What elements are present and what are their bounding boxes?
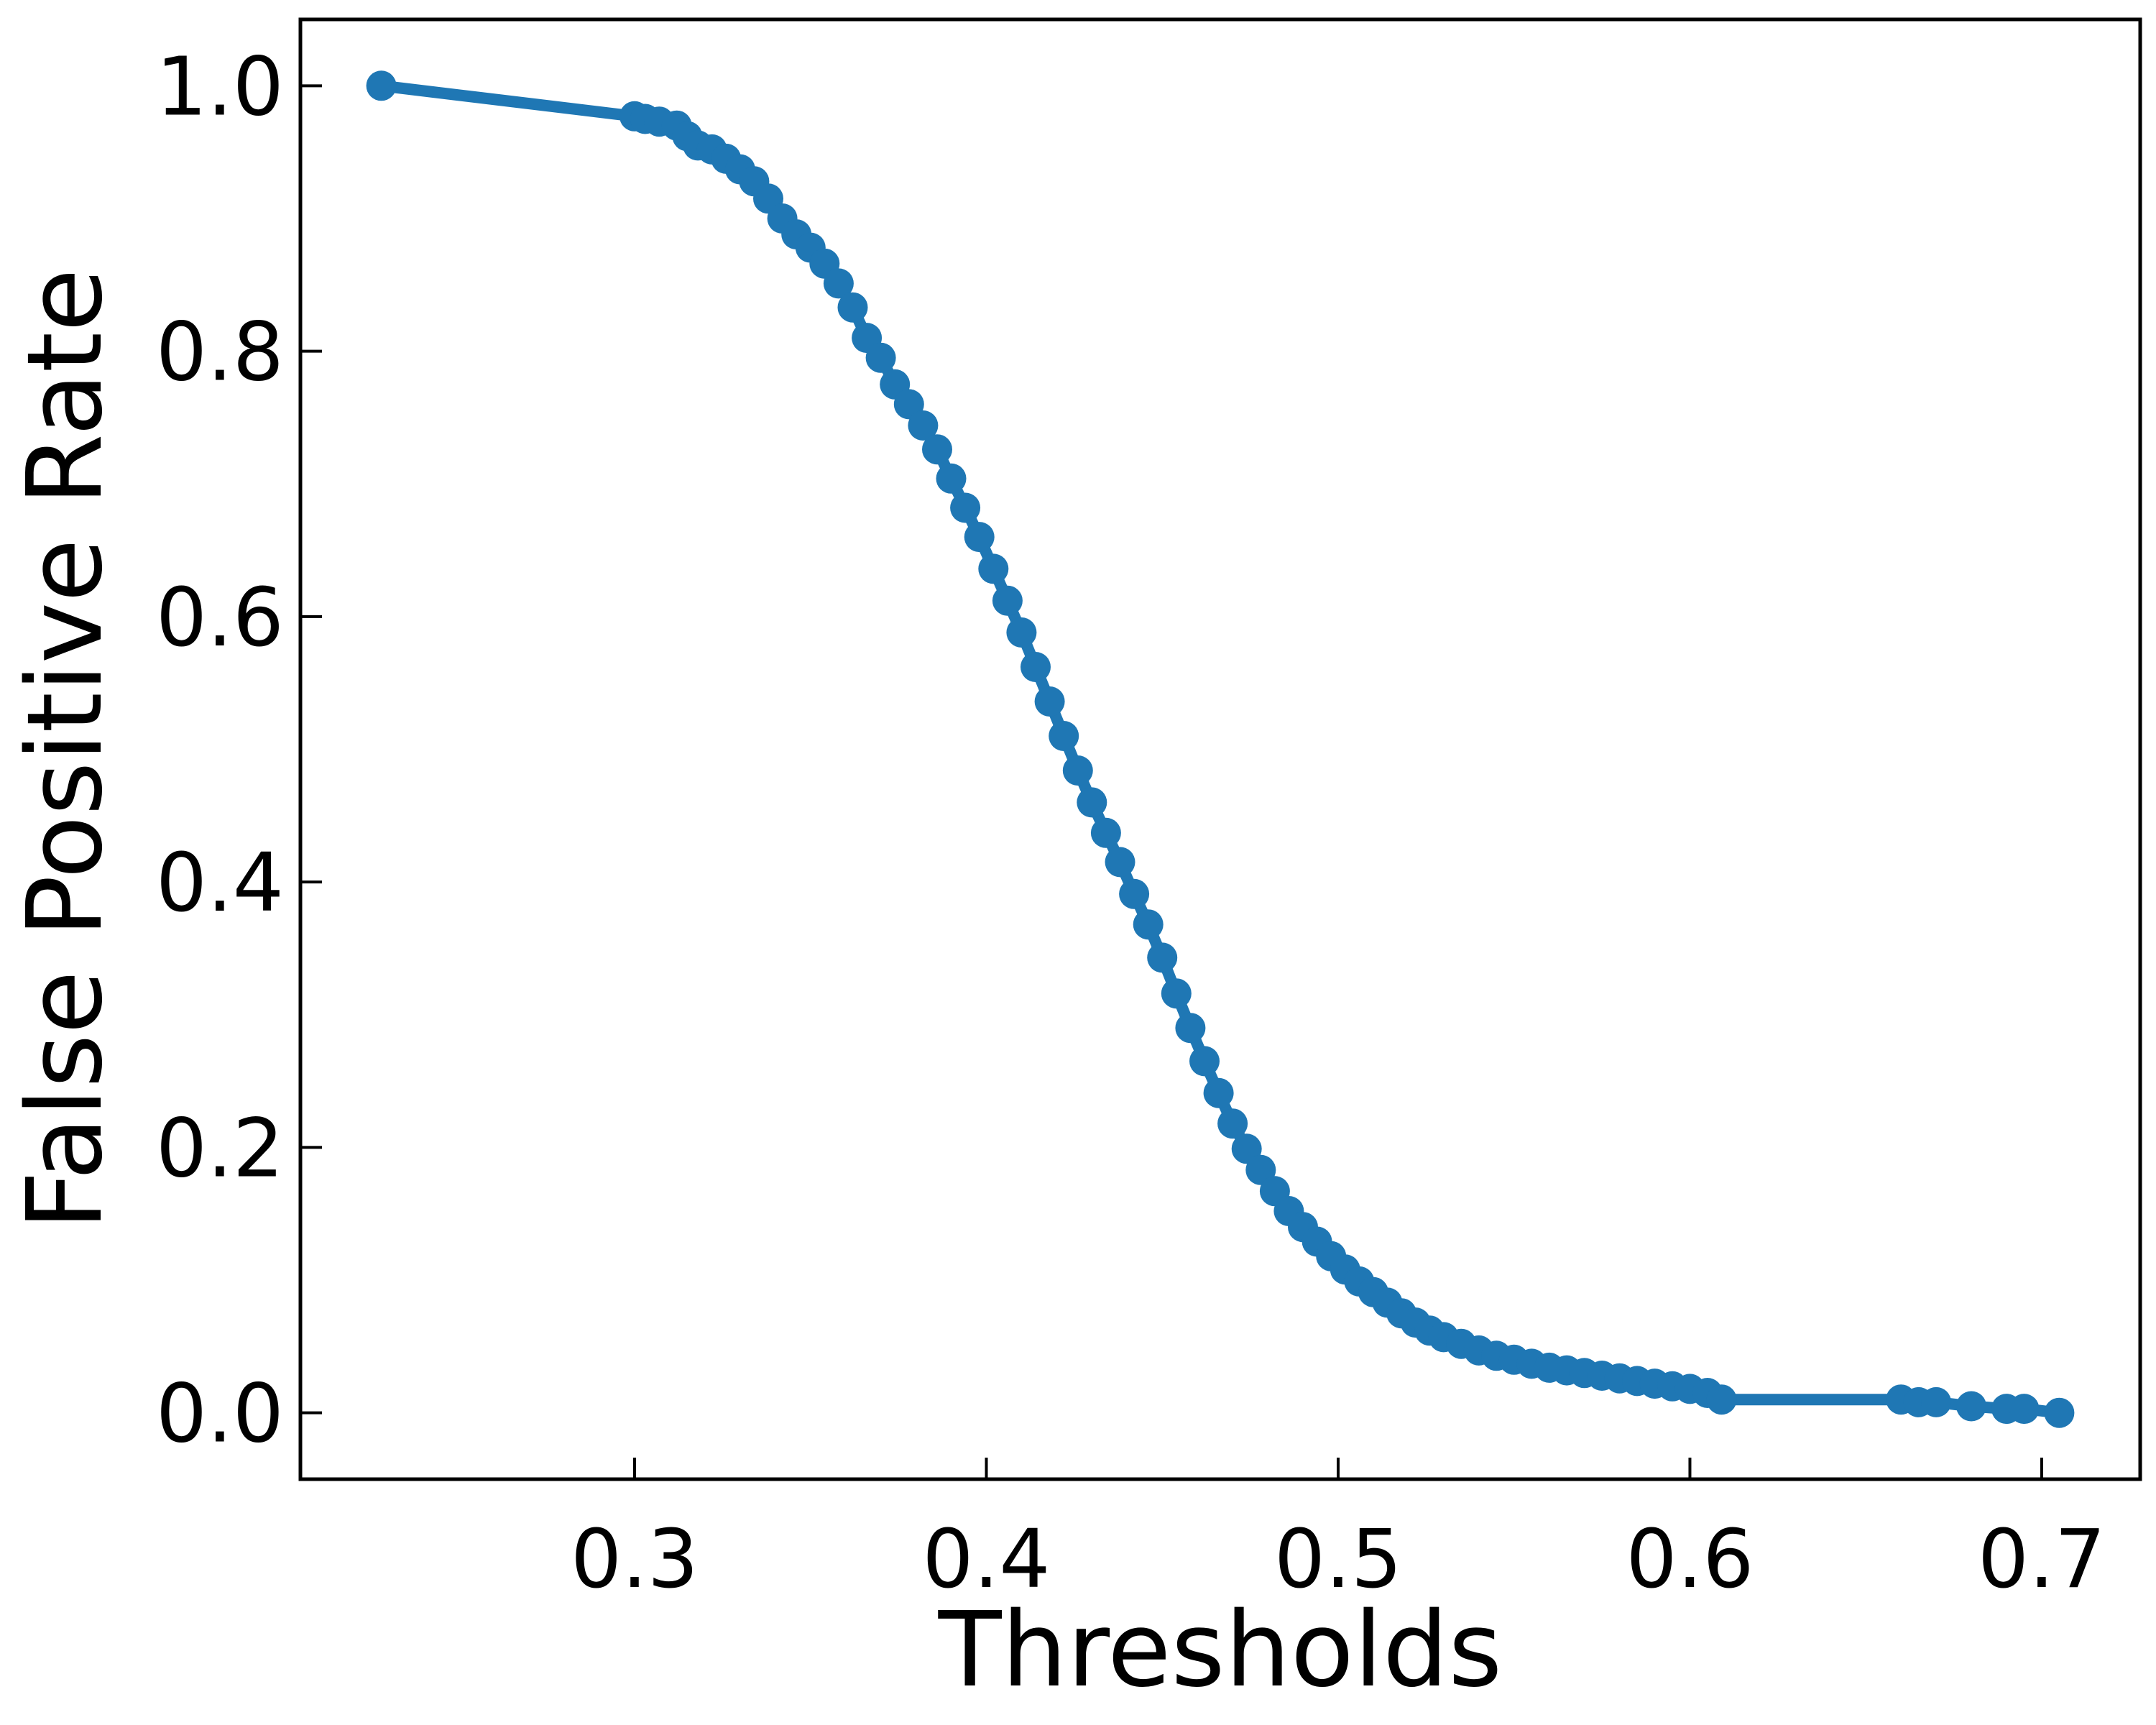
data-point (1706, 1384, 1737, 1415)
series-layer (366, 70, 2075, 1428)
data-point (1034, 686, 1065, 717)
data-point (1119, 878, 1150, 909)
data-point (922, 434, 952, 465)
data-point (1133, 909, 1164, 940)
data-point (893, 389, 924, 420)
data-point (1147, 942, 1178, 973)
y-tick-label: 0.4 (156, 837, 284, 930)
data-point (1245, 1154, 1276, 1185)
data-point (865, 342, 896, 373)
y-tick-label: 0.0 (156, 1368, 284, 1461)
data-point (823, 268, 854, 299)
data-point (1161, 978, 1192, 1009)
x-tick-label: 0.6 (1626, 1513, 1754, 1606)
data-point (908, 410, 939, 441)
data-point (1077, 787, 1107, 818)
data-point (1956, 1391, 1986, 1422)
data-point (2044, 1397, 2075, 1428)
x-tick-label: 0.4 (922, 1513, 1050, 1606)
data-point (1217, 1108, 1248, 1139)
x-tick-label: 0.3 (571, 1513, 699, 1606)
data-point (936, 463, 967, 494)
data-point (1175, 1013, 1206, 1044)
x-tick-label: 0.7 (1978, 1513, 2106, 1606)
x-tick-label: 0.5 (1274, 1513, 1402, 1606)
data-point (2009, 1394, 2040, 1425)
data-point (1049, 721, 1079, 751)
data-point (1021, 652, 1051, 682)
data-point (1231, 1133, 1262, 1164)
data-point (978, 553, 1009, 584)
data-point (366, 70, 397, 101)
y-tick-label: 0.8 (156, 306, 284, 400)
y-tick-label: 0.6 (156, 571, 284, 665)
data-point (950, 492, 981, 523)
y-tick-label: 0.2 (156, 1102, 284, 1195)
data-point (1203, 1077, 1234, 1108)
data-point (1921, 1386, 1952, 1417)
data-point (1189, 1046, 1220, 1077)
data-point (964, 522, 995, 553)
data-point (1090, 817, 1121, 848)
ticks-layer: 0.3 0.4 0.5 0.6 0.7 0.0 0.2 0.4 0.6 0.8 1.0 (156, 40, 2106, 1606)
data-point (1105, 847, 1135, 878)
data-point (1006, 617, 1037, 648)
plot-frame (298, 17, 2142, 1481)
data-point (1062, 755, 1093, 786)
data-point (837, 292, 868, 323)
y-tick-label: 1.0 (156, 40, 284, 134)
y-axis-title: False Positive Rate (4, 268, 125, 1230)
x-axis-title: Thresholds (938, 1589, 1503, 1710)
data-point (992, 585, 1023, 616)
